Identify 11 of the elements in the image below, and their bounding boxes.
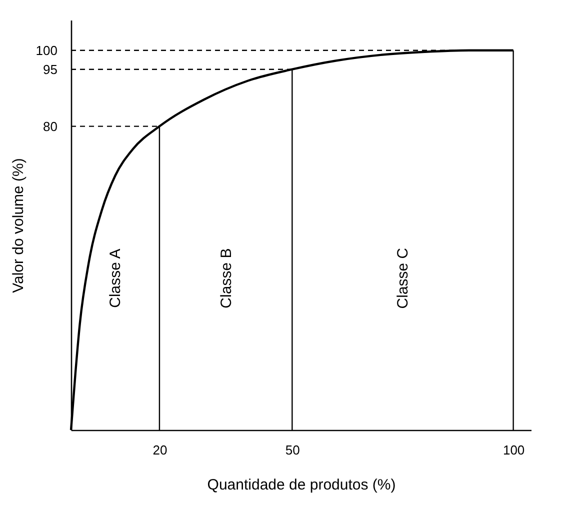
y-tick-label: 80 xyxy=(43,118,58,134)
annotation: Classe A xyxy=(107,248,124,308)
annotation: Classe C xyxy=(394,248,412,309)
x-tick-label: 50 xyxy=(285,442,300,458)
annotation: Classe B xyxy=(218,248,235,308)
x-tick-label: 100 xyxy=(502,442,525,458)
y-tick-label: 100 xyxy=(36,42,58,58)
y-tick-label: 95 xyxy=(43,62,58,77)
x-tick-label: 20 xyxy=(152,442,168,458)
x-axis-title: Quantidade de produtos (%) xyxy=(207,476,396,494)
y-axis-title: Valor do volume (%) xyxy=(10,158,27,293)
